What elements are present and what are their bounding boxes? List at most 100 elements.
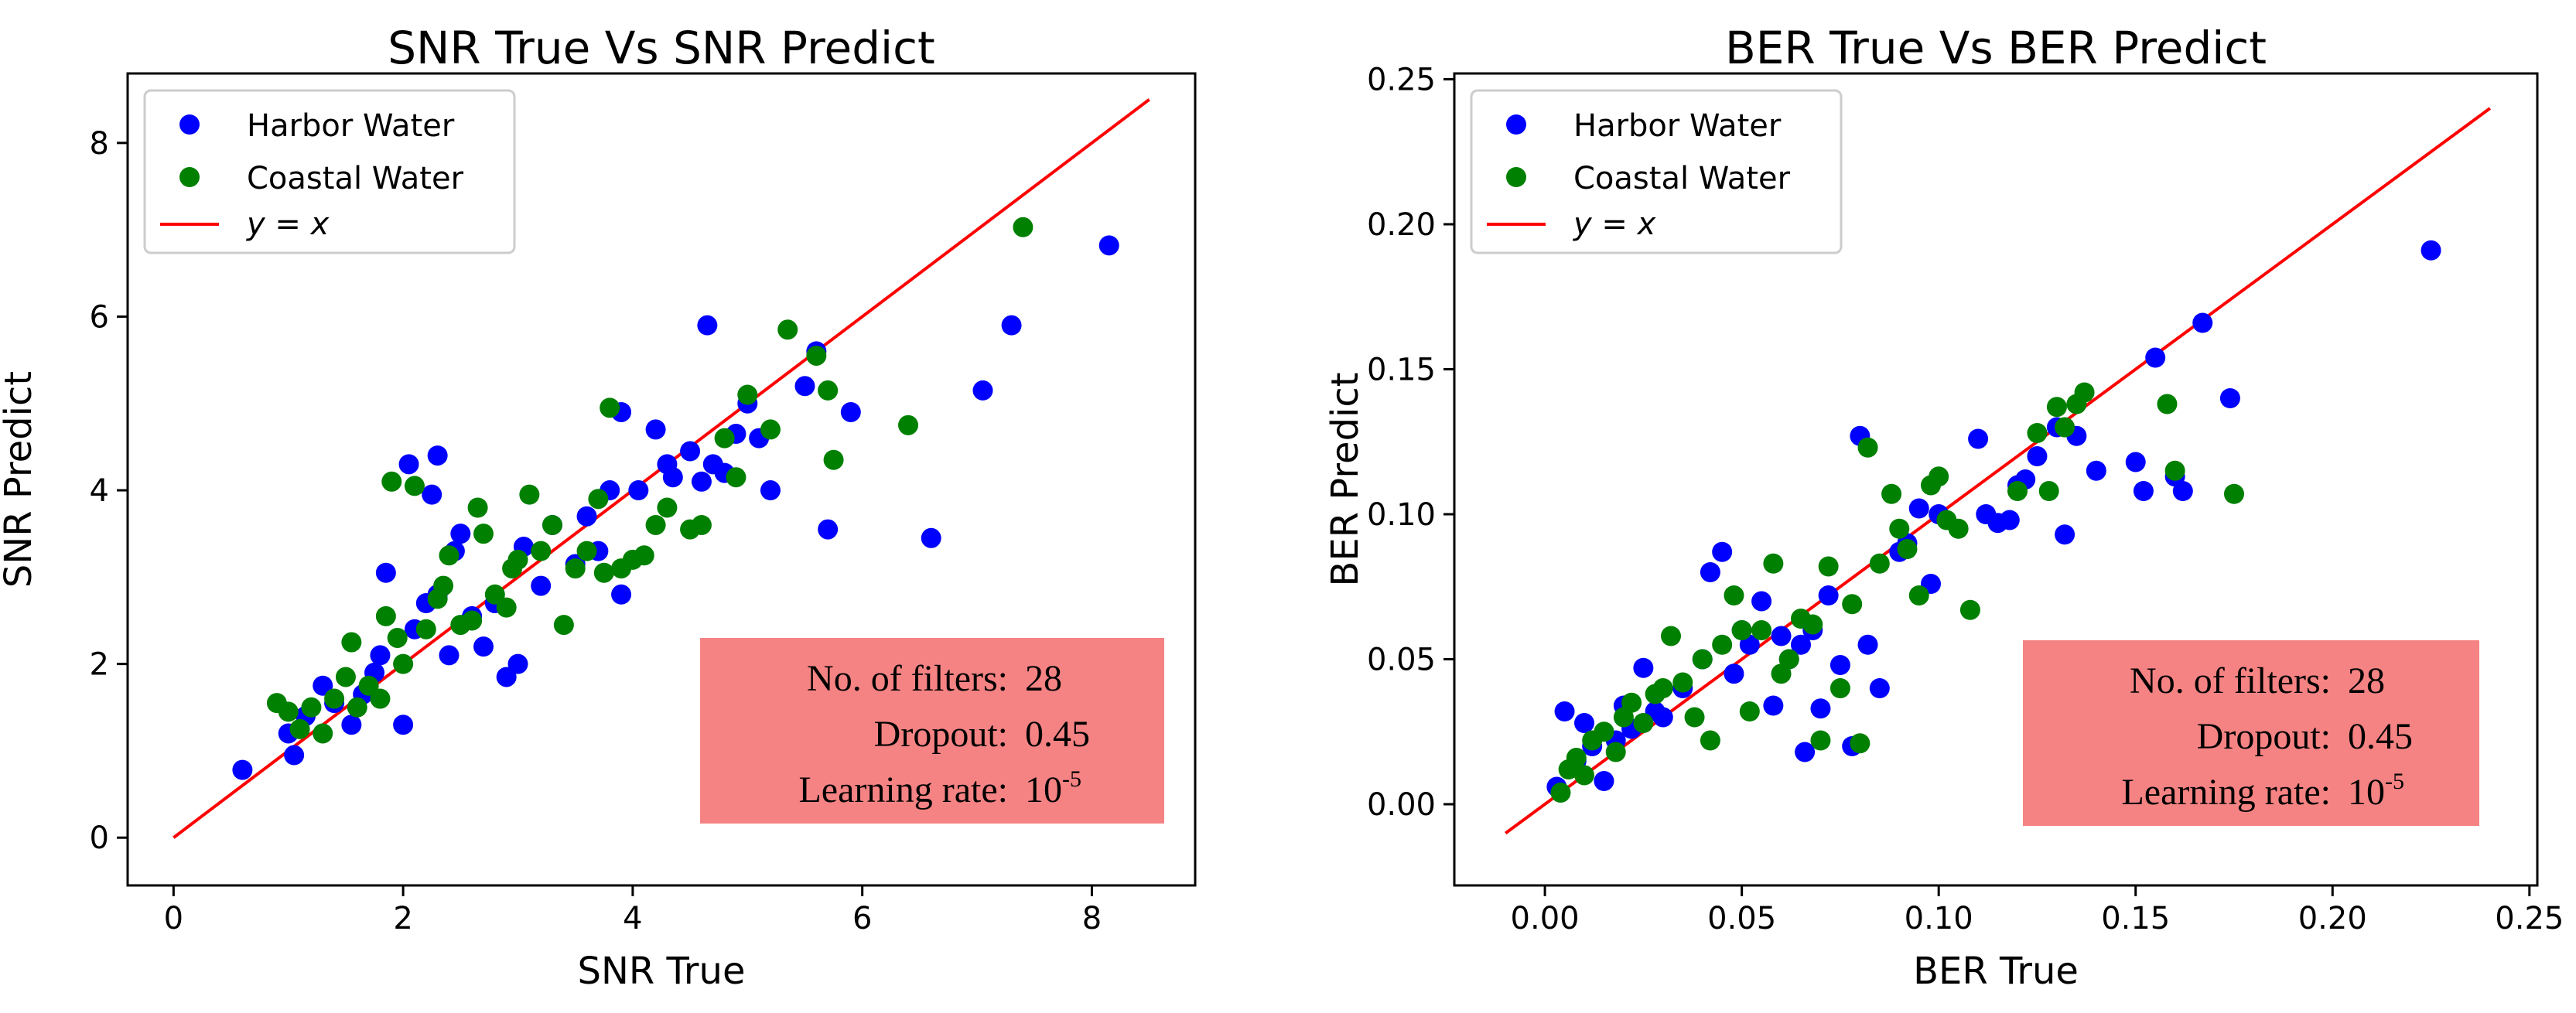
ber-harbor-point [1594, 771, 1614, 791]
snr-coastal-point [576, 541, 597, 561]
snr-y-tick-label: 0 [90, 820, 109, 856]
ber-coastal-point [2164, 460, 2185, 481]
snr-coastal-point [324, 688, 345, 709]
snr-coastal-point [565, 558, 586, 579]
ber-annotation-label: Dropout: [2197, 716, 2331, 757]
ber-coastal-point [1889, 518, 1910, 539]
ber-harbor-point [2219, 388, 2240, 408]
snr-harbor-point [422, 484, 442, 505]
snr-coastal-point [393, 653, 414, 674]
snr-harbor-point [507, 653, 528, 674]
ber-x-tick-label: 0.15 [2101, 901, 2170, 936]
snr-harbor-point [375, 562, 396, 583]
ber-coastal-point [1751, 620, 1772, 640]
snr-harbor-point [284, 745, 305, 766]
ber-coastal-point [1830, 678, 1850, 698]
snr-legend-harbor-label: Harbor Water [247, 108, 455, 144]
ber-harbor-point [2027, 446, 2048, 466]
snr-coastal-point [818, 380, 839, 401]
ber-annotation-value: 10-5 [2348, 769, 2404, 813]
snr-x-tick-label: 8 [1082, 901, 1102, 936]
ber-legend-harbor-label: Harbor Water [1573, 108, 1782, 144]
ber-coastal-point [1818, 556, 1839, 577]
ber-y-tick-label: 0.15 [1367, 353, 1436, 388]
ber-coastal-point [1700, 730, 1720, 751]
snr-y-tick-label: 2 [90, 647, 109, 683]
ber-y-tick-label: 0.25 [1367, 63, 1436, 98]
snr-legend-coastal-label: Coastal Water [247, 161, 464, 196]
ber-chart-title: BER True Vs BER Predict [1725, 22, 2267, 74]
snr-annotation-label: Dropout: [874, 714, 1008, 755]
snr-harbor-point [427, 445, 448, 466]
snr-coastal-point [433, 575, 454, 596]
ber-harbor-point [2133, 481, 2154, 501]
ber-coastal-point [1881, 483, 1902, 504]
snr-x-axis-label: SNR True [578, 950, 746, 993]
snr-coastal-point [806, 345, 827, 366]
snr-harbor-point [794, 376, 815, 397]
snr-coastal-point [301, 697, 322, 718]
ber-annotation-box [2023, 640, 2479, 826]
ber-coastal-point [2224, 483, 2244, 504]
snr-plot-area [173, 98, 1150, 839]
snr-coastal-point [415, 619, 436, 640]
ber-x-tick-label: 0.10 [1905, 901, 1973, 936]
snr-harbor-point [840, 401, 861, 422]
snr-legend-box [143, 89, 516, 254]
ber-coastal-point [2027, 423, 2048, 443]
snr-x-tick-label: 6 [852, 901, 872, 936]
ber-legend-box [1470, 89, 1843, 254]
snr-harbor-point [370, 645, 391, 666]
snr-y-tick-label: 4 [90, 473, 109, 509]
snr-harbor-point [393, 715, 414, 735]
snr-coastal-point [600, 397, 620, 418]
snr-coastal-point [462, 610, 483, 631]
ber-annotation-value: 0.45 [2348, 716, 2413, 757]
snr-coastal-point [358, 675, 379, 696]
snr-harbor-point [496, 667, 517, 687]
snr-harbor-point [921, 527, 941, 548]
ber-harbor-point [2086, 460, 2106, 481]
snr-coastal-point [898, 414, 919, 435]
snr-coastal-point [531, 541, 552, 561]
snr-chart-title: SNR True Vs SNR Predict [388, 22, 935, 74]
ber-harbor-point [1763, 695, 1784, 716]
ber-legend-harbor-marker [1506, 114, 1526, 135]
ber-coastal-point [1661, 626, 1681, 646]
snr-coastal-point [387, 627, 408, 648]
snr-annotation: No. of filters: 28 Dropout: 0.45 Learning ra… [700, 638, 1164, 824]
ber-coastal-point [1692, 649, 1713, 670]
snr-legend-harbor-marker [179, 114, 200, 135]
ber-coastal-point [1778, 649, 1799, 670]
snr-y-axis-label: SNR Predict [0, 371, 40, 588]
snr-coastal-point [484, 584, 505, 605]
snr-y-tick-label: 6 [90, 299, 109, 335]
ber-coastal-point [1908, 585, 1929, 605]
ber-coastal-point [2157, 394, 2178, 414]
snr-coastal-point [289, 718, 310, 739]
ber-harbor-point [1633, 657, 1654, 678]
ber-coastal-point [1566, 748, 1587, 768]
ber-harbor-point [1791, 634, 1811, 655]
ber-harbor-point [1999, 510, 2020, 530]
snr-x-tick-label: 2 [393, 901, 412, 936]
ber-coastal-point [2074, 382, 2095, 403]
snr-legend-coastal-marker [179, 167, 200, 187]
snr-coastal-point [313, 723, 333, 744]
snr-coastal-point [542, 514, 563, 535]
ber-harbor-point [1857, 634, 1878, 655]
ber-coastal-point [1802, 614, 1823, 635]
ber-x-tick-label: 0.20 [2298, 901, 2367, 936]
ber-coastal-point [1739, 701, 1760, 721]
snr-harbor-point [341, 715, 362, 735]
snr-annotation-value: 0.45 [1025, 714, 1090, 755]
ber-coastal-point [1948, 518, 1969, 539]
ber-x-tick-label: 0.00 [1511, 901, 1580, 936]
ber-coastal-point [1731, 620, 1752, 640]
ber-harbor-point [1908, 498, 1929, 519]
ber-plot-area [1504, 107, 2492, 835]
ber-harbor-point [1810, 698, 1831, 719]
ber-coastal-point [1763, 553, 1784, 574]
snr-annotation-label: Learning rate: [798, 769, 1008, 810]
ber-coastal-point [1550, 783, 1571, 803]
